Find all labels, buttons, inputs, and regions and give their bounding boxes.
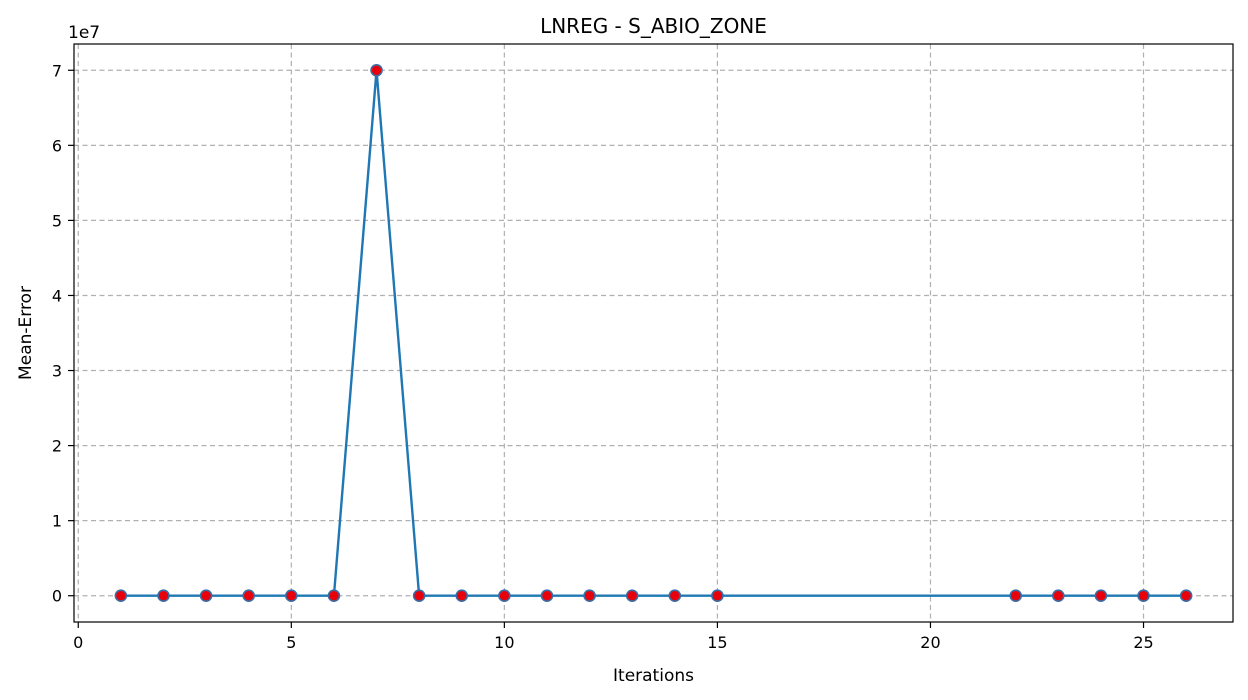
y-axis-label: Mean-Error — [16, 286, 36, 380]
data-point — [455, 589, 469, 603]
data-point — [1137, 589, 1150, 603]
data-point — [412, 589, 426, 603]
data-point — [199, 589, 213, 603]
data-point — [157, 589, 170, 603]
data-point — [498, 589, 511, 603]
y-tick-label: 3 — [52, 362, 62, 381]
data-point — [1094, 589, 1108, 603]
data-point — [327, 589, 341, 603]
data-point — [114, 589, 128, 603]
data-point — [1009, 589, 1022, 603]
y-tick-label: 1 — [52, 512, 62, 531]
y-tick-label: 0 — [52, 587, 62, 606]
plot-frame — [73, 43, 1234, 623]
data-point — [668, 589, 682, 603]
y-axis: 0 1 2 3 4 5 6 7 — [52, 61, 74, 606]
data-point — [370, 63, 383, 77]
y-axis-offset-label: 1e7 — [68, 23, 100, 43]
series-line — [120, 69, 1187, 597]
chart-title: LNREG - S_ABIO_ZONE — [540, 14, 767, 38]
y-tick-label: 6 — [52, 136, 62, 155]
data-point — [1179, 589, 1193, 603]
series-layer — [114, 63, 1193, 603]
x-tick-label: 0 — [73, 633, 83, 652]
x-axis-label: Iterations — [613, 666, 694, 686]
x-axis: 0 5 10 15 20 25 — [73, 622, 1154, 652]
x-tick-label: 10 — [494, 633, 514, 652]
data-point — [583, 589, 596, 603]
data-point — [540, 589, 554, 603]
data-point — [1051, 589, 1065, 603]
x-tick-label: 25 — [1133, 633, 1153, 652]
data-point — [285, 589, 298, 603]
data-point — [711, 589, 724, 603]
y-tick-label: 5 — [52, 211, 62, 230]
grid — [74, 44, 1233, 622]
data-point — [625, 589, 639, 603]
x-tick-label: 5 — [286, 633, 296, 652]
x-tick-label: 15 — [707, 633, 727, 652]
y-tick-label: 4 — [52, 286, 62, 305]
x-tick-label: 20 — [920, 633, 940, 652]
y-tick-label: 7 — [52, 61, 62, 80]
data-point — [242, 589, 256, 603]
y-tick-label: 2 — [52, 437, 62, 456]
